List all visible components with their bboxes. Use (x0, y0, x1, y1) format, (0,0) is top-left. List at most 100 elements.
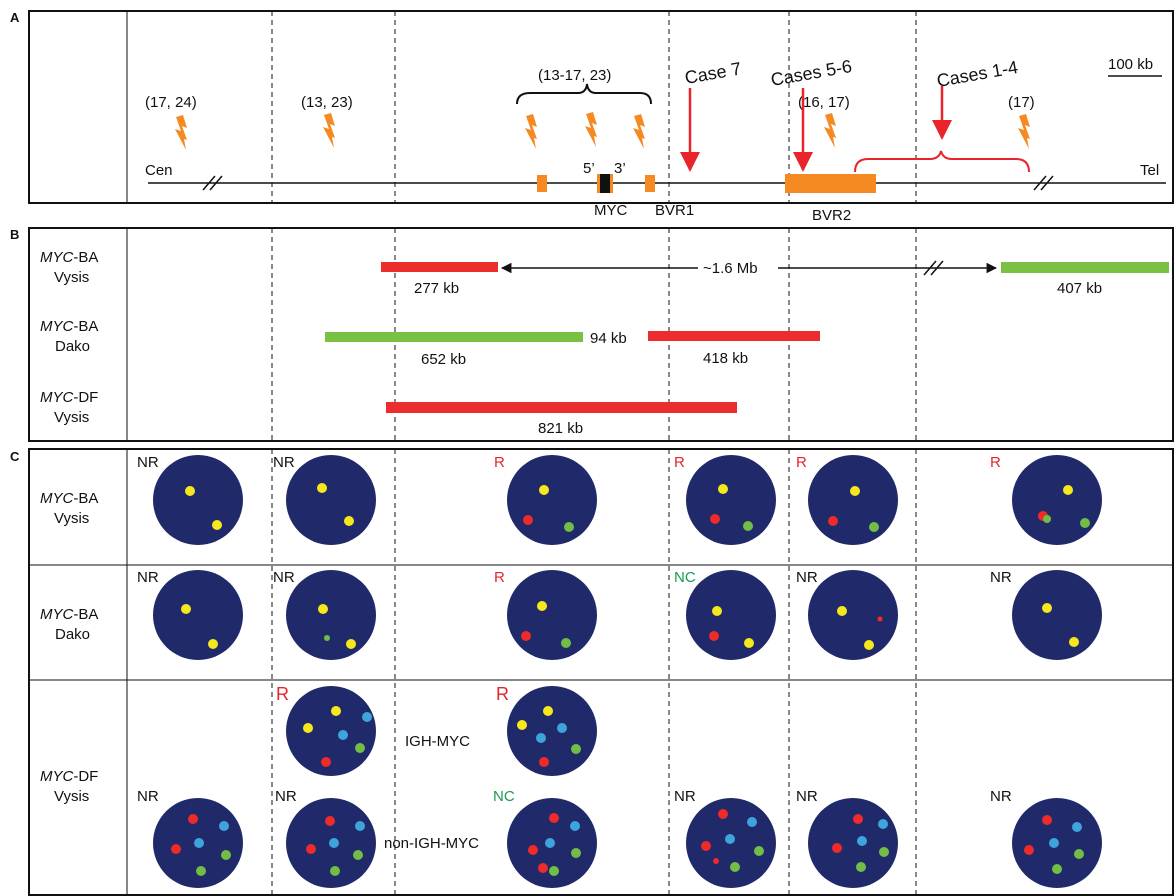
red-signal (171, 844, 181, 854)
green-signal (1074, 849, 1084, 859)
green-signal (571, 848, 581, 858)
cyan-signal (362, 712, 372, 722)
red-signal (701, 841, 711, 851)
lightning-icon (525, 114, 537, 149)
yellow-signal (837, 606, 847, 616)
call-label: R (990, 454, 1001, 471)
panel-frames (28, 10, 1174, 896)
green-signal (564, 522, 574, 532)
yellow-signal (181, 604, 191, 614)
green-signal (330, 866, 340, 876)
yellow-signal (543, 706, 553, 716)
call-label: NR (273, 454, 295, 471)
cyan-signal (878, 819, 888, 829)
panel-b-letter: B (10, 227, 19, 242)
panel-c-letter: C (10, 449, 20, 464)
nucleus (808, 798, 898, 888)
cases-1-4-bracket (854, 150, 1030, 173)
probe-df-red (386, 402, 737, 413)
red-signal (188, 814, 198, 824)
gap-label: 94 kb (590, 330, 627, 347)
red-signal (549, 813, 559, 823)
lightning-icon (323, 113, 335, 148)
cyan-signal (557, 723, 567, 733)
red-signal (828, 516, 838, 526)
igh-myc-label: IGH-MYC (405, 733, 470, 750)
cyan-signal (725, 834, 735, 844)
cyan-signal (545, 838, 555, 848)
call-label: R (674, 454, 685, 471)
yellow-signal (718, 484, 728, 494)
nucleus (1012, 570, 1102, 660)
lightning-icon (633, 114, 645, 149)
label-column-dividers (29, 11, 1173, 895)
ref-label-4: (16, 17) (798, 94, 850, 111)
probe-row-label: MYC-DF (40, 389, 98, 406)
green-signal (1043, 515, 1051, 523)
nucleus (686, 455, 776, 545)
nucleus (1012, 455, 1102, 545)
break-mark-icon (202, 175, 1054, 191)
red-signal (306, 844, 316, 854)
lightning-icon (585, 112, 597, 147)
three-prime-label: 3’ (614, 160, 626, 177)
call-label: R (276, 684, 289, 704)
call-label: NR (275, 788, 297, 805)
probe-vysis-ba-red (381, 262, 498, 272)
myc-gene-edge (610, 174, 613, 193)
red-signal (709, 631, 719, 641)
yellow-signal (303, 723, 313, 733)
call-label: NR (273, 569, 295, 586)
probe-row-label: MYC-BA (40, 490, 98, 507)
telomere-label: Tel (1140, 162, 1159, 179)
yellow-signal (317, 483, 327, 493)
nucleus (153, 570, 243, 660)
centromere-label: Cen (145, 162, 173, 179)
probe-type: -BA (73, 606, 98, 623)
call-label: NR (137, 569, 159, 586)
red-signal (321, 757, 331, 767)
cyan-signal (1072, 822, 1082, 832)
yellow-signal (517, 720, 527, 730)
probe-dako-red (648, 331, 820, 341)
call-label: NC (493, 788, 515, 805)
cyan-signal (219, 821, 229, 831)
gene-name: MYC (40, 768, 74, 785)
call-label: NR (990, 569, 1012, 586)
red-signal (538, 863, 548, 873)
vendor-label: Dako (55, 338, 90, 355)
red-signal (1024, 845, 1034, 855)
probe-type: -BA (73, 318, 98, 335)
red-signal (325, 816, 335, 826)
orange-region-2 (645, 175, 655, 192)
probe-type: -BA (73, 490, 98, 507)
green-signal (856, 862, 866, 872)
call-label: R (496, 684, 509, 704)
probe-row-label: MYC-BA (40, 318, 98, 335)
red-signal (521, 631, 531, 641)
group-bracket (516, 83, 652, 105)
call-label: NR (796, 788, 818, 805)
vendor-label: Vysis (54, 269, 89, 286)
yellow-signal (185, 486, 195, 496)
nucleus (153, 455, 243, 545)
green-signal (869, 522, 879, 532)
green-signal (549, 866, 559, 876)
call-label: NR (137, 788, 159, 805)
green-signal (730, 862, 740, 872)
yellow-signal (539, 485, 549, 495)
green-signal (571, 744, 581, 754)
probe-type: -DF (73, 768, 98, 785)
bvr1-label: BVR1 (655, 202, 694, 219)
call-label: R (796, 454, 807, 471)
cyan-signal (536, 733, 546, 743)
cases-5-6-label: Cases 5-6 (769, 56, 853, 90)
nucleus (808, 455, 898, 545)
case-7-label: Case 7 (683, 58, 743, 88)
dashed-guides (271, 11, 917, 895)
probe-row-label: MYC-BA (40, 249, 98, 266)
probe-type: -BA (73, 249, 98, 266)
call-label: NR (674, 788, 696, 805)
green-signal (1052, 864, 1062, 874)
size-label: 652 kb (421, 351, 466, 368)
